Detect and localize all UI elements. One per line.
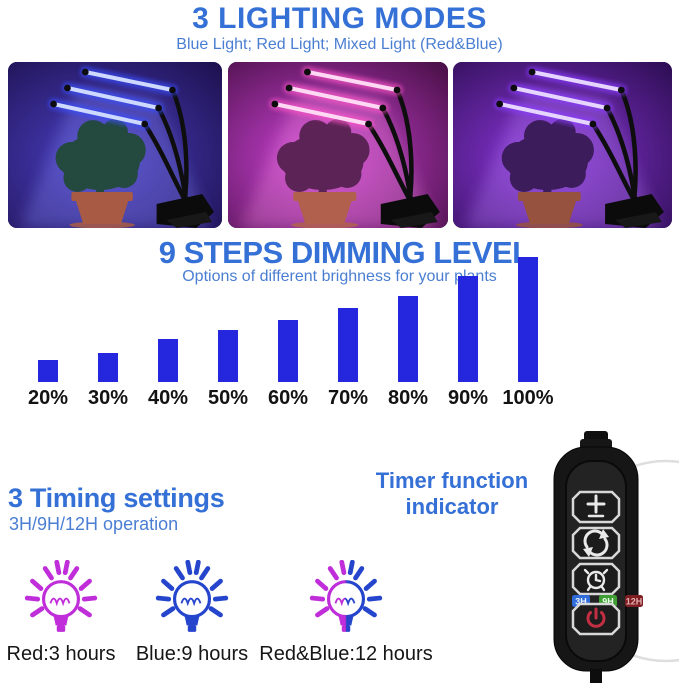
- bottom-cable: [590, 669, 602, 683]
- bar-fill: [218, 330, 238, 382]
- bar-label: 70%: [327, 387, 369, 409]
- flower-pot: [515, 192, 583, 228]
- bar-col-60%: 60%: [260, 320, 316, 410]
- clamp: [380, 194, 440, 228]
- bar-col-40%: 40%: [140, 339, 196, 410]
- bar-label: 20%: [27, 387, 69, 409]
- bar-fill: [278, 320, 298, 382]
- bulb-red-icon: [24, 559, 98, 639]
- bulb-rays: [155, 559, 229, 618]
- bar-label: 100%: [502, 387, 554, 409]
- bar-fill: [158, 339, 178, 382]
- bulb-filament: [180, 597, 202, 607]
- dimming-subtitle: Options of different brighness for your …: [182, 268, 497, 285]
- photo-mixed-light-mode: [453, 62, 672, 228]
- bar-fill: [38, 360, 58, 382]
- bulb-redblue-icon: [309, 559, 383, 639]
- bulb-rays: [24, 559, 98, 618]
- lighting-modes-subtitle: Blue Light; Red Light; Mixed Light (Red&…: [176, 36, 503, 53]
- timing-mode-blue-label: Blue:9 hours: [135, 643, 249, 665]
- clamp: [605, 194, 664, 228]
- photo-red-light-mode: [228, 62, 448, 228]
- remote-controller: 3H 9H 12H: [540, 425, 679, 683]
- power-button: [571, 602, 621, 636]
- timer-indicator-label: Timer function indicator: [375, 468, 529, 519]
- brightness-adjust-button: [571, 490, 621, 524]
- photo-blue-light-mode: [8, 62, 222, 228]
- bar-label: 90%: [447, 387, 489, 409]
- bar-col-80%: 80%: [380, 296, 436, 410]
- bar-fill: [518, 257, 538, 382]
- lamp-tubes: [269, 66, 403, 130]
- timer-indicators: 3H 9H 12H: [572, 595, 643, 607]
- bar-col-70%: 70%: [320, 308, 376, 410]
- mode-cycle-button: [571, 526, 621, 560]
- indicator-3h-label: 3H: [575, 597, 587, 607]
- lighting-modes-title: 3 LIGHTING MODES: [192, 2, 487, 35]
- bar-col-30%: 30%: [80, 353, 136, 410]
- indicator-12h: [625, 595, 643, 607]
- plant-silhouette: [55, 119, 146, 202]
- bulb-filament: [334, 597, 356, 607]
- power-icon: [586, 607, 606, 628]
- bulb-filament: [49, 597, 71, 607]
- bar-col-50%: 50%: [200, 330, 256, 410]
- flower-pot: [69, 192, 135, 228]
- lamp-tubes: [48, 66, 178, 130]
- cycle-arrows-icon: [583, 529, 609, 557]
- indicator-12h-label: 12H: [626, 597, 643, 607]
- bar-col-100%: 100%: [500, 257, 556, 410]
- timing-mode-redblue-label: Red&Blue:12 hours: [259, 643, 433, 665]
- bar-fill: [398, 296, 418, 382]
- bar-fill: [338, 308, 358, 382]
- bar-label: 80%: [387, 387, 429, 409]
- bar-col-90%: 90%: [440, 276, 496, 410]
- bar-label: 30%: [87, 387, 129, 409]
- bulb-base: [338, 616, 354, 626]
- timing-mode-red: Red:3 hours: [2, 559, 120, 666]
- dimming-chart: 20% 30% 40% 50% 60% 70% 80% 90% 100%: [20, 257, 556, 410]
- indicator-9h-label: 9H: [602, 597, 614, 607]
- timing-mode-blue: Blue:9 hours: [132, 559, 252, 666]
- plant-silhouette: [501, 119, 594, 202]
- plant-silhouette: [276, 119, 370, 202]
- bar-label: 40%: [147, 387, 189, 409]
- bar-col-20%: 20%: [20, 360, 76, 410]
- plus-minus-icon: [586, 494, 606, 518]
- flower-pot: [291, 192, 359, 228]
- bar-fill: [458, 276, 478, 382]
- bulb-blue-icon: [155, 559, 229, 639]
- timing-settings-subtitle: 3H/9H/12H operation: [9, 514, 179, 534]
- timer-button: [571, 562, 621, 596]
- lamp-tubes: [494, 66, 627, 130]
- timing-mode-red-label: Red:3 hours: [6, 643, 116, 665]
- bulb-rays: [309, 559, 383, 618]
- alarm-clock-icon: [583, 568, 609, 592]
- timing-mode-redblue: Red&Blue:12 hours: [258, 559, 434, 666]
- clamp: [156, 194, 215, 228]
- bar-label: 50%: [207, 387, 249, 409]
- bulb-base: [53, 616, 69, 626]
- timing-settings-title: 3 Timing settings: [8, 483, 225, 513]
- bar-label: 60%: [267, 387, 309, 409]
- dimming-title: 9 STEPS DIMMING LEVEI: [158, 235, 521, 270]
- bar-fill: [98, 353, 118, 382]
- bulb-base: [184, 616, 200, 626]
